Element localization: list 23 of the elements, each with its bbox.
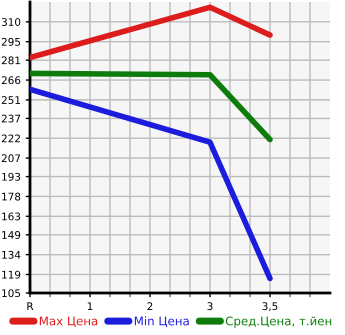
legend-label: Min Цена [134,316,189,328]
y-tick-label: 134 [2,250,20,259]
y-tick-label: 295 [2,38,20,46]
y-tick-label: 266 [2,76,20,84]
y-tick-label: 251 [2,96,20,104]
x-tick-label: 3 [207,302,212,310]
y-tick-label: 281 [2,56,20,64]
x-tick-label: 3,5 [262,302,278,312]
legend-label: Max Цена [40,316,98,328]
y-tick-label: 237 [2,114,20,123]
y-tick-label: 222 [2,134,20,142]
x-tick-label: 2 [147,302,152,310]
legend-label: Сред.Цена, т.йен [226,316,332,328]
y-tick-label: 310 [2,18,20,26]
y-tick-label: 163 [2,212,20,220]
y-tick-label: 178 [2,192,20,201]
x-tick-label: R [27,302,34,310]
y-tick-label: 119 [2,270,20,279]
y-tick-label: 105 [2,289,20,298]
y-tick-label: 149 [2,231,20,239]
x-tick-label: 1 [88,302,92,310]
y-tick-label: 207 [2,154,20,162]
y-tick-label: 193 [2,172,20,181]
